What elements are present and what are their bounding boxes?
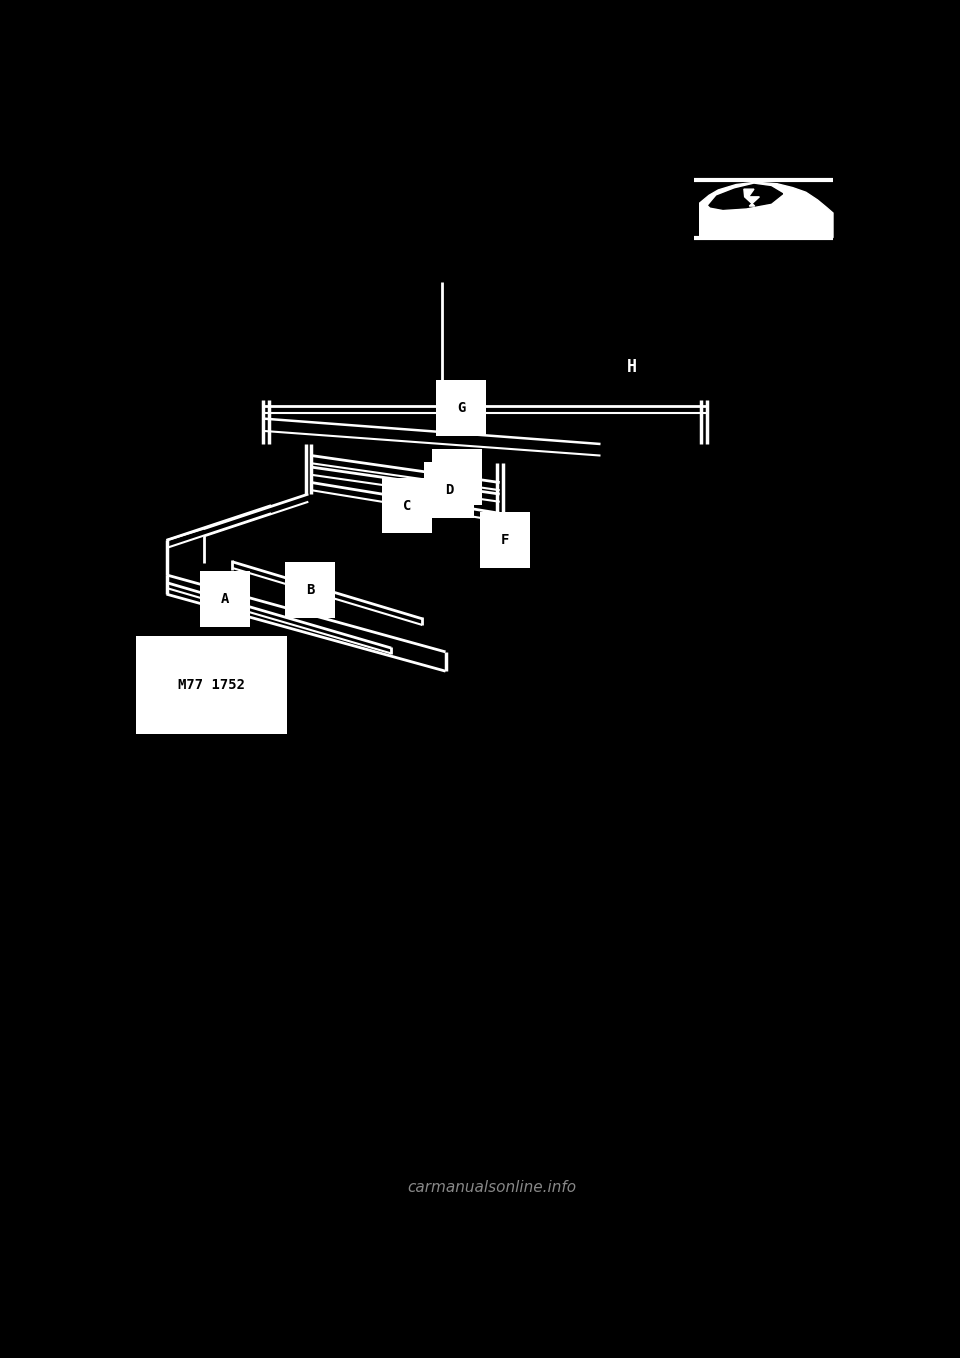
Polygon shape (709, 185, 782, 209)
Text: D: D (445, 483, 453, 497)
Text: C: C (402, 498, 411, 512)
Text: A: A (221, 592, 228, 606)
Text: carmanualsonline.info: carmanualsonline.info (407, 1180, 577, 1195)
Text: E: E (453, 470, 462, 483)
Text: B: B (305, 584, 314, 598)
Text: M77 1752: M77 1752 (178, 678, 245, 693)
Text: G: G (457, 401, 466, 414)
Text: H: H (627, 359, 636, 376)
Polygon shape (744, 189, 759, 206)
Polygon shape (700, 182, 833, 238)
Text: F: F (501, 534, 510, 547)
